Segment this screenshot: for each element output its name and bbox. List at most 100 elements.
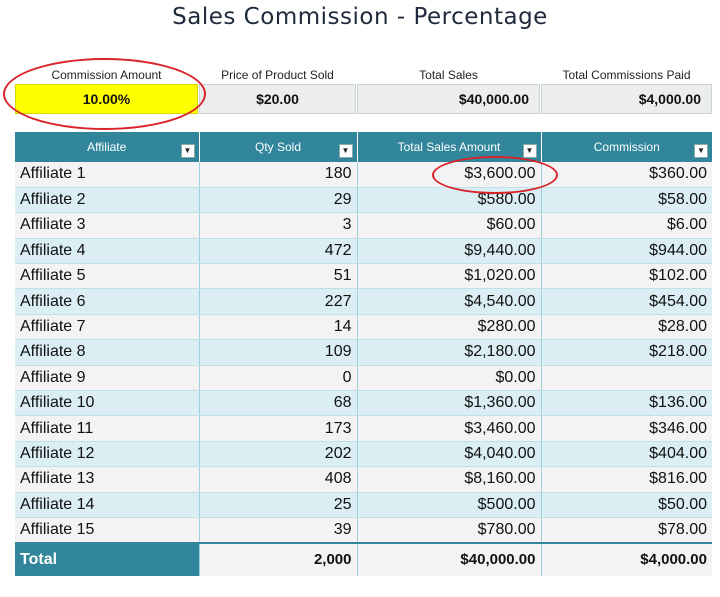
header-label: Commission xyxy=(593,140,660,154)
qty-sold-cell[interactable]: 408 xyxy=(199,466,358,493)
commission-cell[interactable]: $816.00 xyxy=(541,466,712,493)
table-row: Affiliate 13 408 $8,160.00 $816.00 xyxy=(15,466,712,493)
sales-amount-cell[interactable]: $0.00 xyxy=(357,365,542,392)
commission-cell[interactable]: $6.00 xyxy=(541,212,712,239)
affiliate-name-cell[interactable]: Affiliate 6 xyxy=(15,288,200,315)
commission-cell[interactable]: $50.00 xyxy=(541,492,712,518)
sales-amount-cell[interactable]: $1,360.00 xyxy=(357,390,542,417)
header-label: Total Sales Amount xyxy=(397,140,501,154)
total-commissions-label: Total Commissions Paid xyxy=(562,68,691,82)
commission-cell[interactable]: $454.00 xyxy=(541,288,712,315)
affiliate-name-cell[interactable]: Affiliate 11 xyxy=(15,415,200,442)
total-commissions-value[interactable]: $4,000.00 xyxy=(541,84,712,114)
commission-amount-cell: Commission Amount 10.00% xyxy=(15,64,198,116)
commission-cell[interactable]: $78.00 xyxy=(541,517,712,544)
affiliate-name-cell[interactable]: Affiliate 12 xyxy=(15,441,200,468)
commission-amount-input[interactable]: 10.00% xyxy=(15,84,198,114)
sales-amount-cell[interactable]: $3,600.00 xyxy=(357,162,542,188)
sales-amount-cell[interactable]: $4,540.00 xyxy=(357,288,542,315)
header-commission[interactable]: Commission ▼ xyxy=(541,132,712,162)
commission-cell[interactable]: $346.00 xyxy=(541,415,712,442)
affiliate-name-cell[interactable]: Affiliate 14 xyxy=(15,492,200,518)
affiliate-name-cell[interactable]: Affiliate 15 xyxy=(15,517,200,544)
affiliate-name-cell[interactable]: Affiliate 13 xyxy=(15,466,200,493)
filter-dropdown-icon[interactable]: ▼ xyxy=(338,144,353,158)
table-row: Affiliate 5 51 $1,020.00 $102.00 xyxy=(15,263,712,290)
qty-sold-cell[interactable]: 202 xyxy=(199,441,358,468)
total-sales-value[interactable]: $40,000.00 xyxy=(357,84,540,114)
affiliate-name-cell[interactable]: Affiliate 10 xyxy=(15,390,200,417)
qty-sold-cell[interactable]: 173 xyxy=(199,415,358,442)
totals-label[interactable]: Total xyxy=(15,541,200,576)
qty-sold-cell[interactable]: 14 xyxy=(199,314,358,341)
qty-sold-cell[interactable]: 68 xyxy=(199,390,358,417)
header-affiliate[interactable]: Affiliate ▼ xyxy=(15,132,200,162)
commission-amount-label: Commission Amount xyxy=(51,68,162,82)
totals-commission[interactable]: $4,000.00 xyxy=(541,541,712,576)
qty-sold-cell[interactable]: 29 xyxy=(199,187,358,214)
table-row: Affiliate 9 0 $0.00 xyxy=(15,365,712,392)
table-row: Affiliate 12 202 $4,040.00 $404.00 xyxy=(15,441,712,468)
table-body: Affiliate 1 180 $3,600.00 $360.00 Affiliate … xyxy=(15,162,712,544)
sales-amount-cell[interactable]: $60.00 xyxy=(357,212,542,239)
qty-sold-cell[interactable]: 3 xyxy=(199,212,358,239)
sales-amount-cell[interactable]: $500.00 xyxy=(357,492,542,518)
table-header-row: Affiliate ▼ Qty Sold ▼ Total Sales Amount ▼… xyxy=(15,132,712,162)
qty-sold-cell[interactable]: 109 xyxy=(199,339,358,366)
sales-amount-cell[interactable]: $580.00 xyxy=(357,187,542,214)
qty-sold-cell[interactable]: 0 xyxy=(199,365,358,392)
qty-sold-cell[interactable]: 39 xyxy=(199,517,358,544)
affiliate-name-cell[interactable]: Affiliate 1 xyxy=(15,162,200,188)
affiliate-name-cell[interactable]: Affiliate 2 xyxy=(15,187,200,214)
filter-dropdown-icon[interactable]: ▼ xyxy=(694,144,708,158)
table-row: Affiliate 8 109 $2,180.00 $218.00 xyxy=(15,339,712,366)
table-row: Affiliate 7 14 $280.00 $28.00 xyxy=(15,314,712,341)
sales-amount-cell[interactable]: $9,440.00 xyxy=(357,238,542,265)
qty-sold-cell[interactable]: 472 xyxy=(199,238,358,265)
affiliate-name-cell[interactable]: Affiliate 7 xyxy=(15,314,200,341)
header-label: Affiliate xyxy=(87,140,127,154)
affiliate-name-cell[interactable]: Affiliate 4 xyxy=(15,238,200,265)
sales-amount-cell[interactable]: $4,040.00 xyxy=(357,441,542,468)
commission-cell[interactable]: $28.00 xyxy=(541,314,712,341)
affiliate-name-cell[interactable]: Affiliate 5 xyxy=(15,263,200,290)
affiliate-name-cell[interactable]: Affiliate 8 xyxy=(15,339,200,366)
table-row: Affiliate 4 472 $9,440.00 $944.00 xyxy=(15,238,712,265)
sales-amount-cell[interactable]: $8,160.00 xyxy=(357,466,542,493)
commission-cell[interactable]: $360.00 xyxy=(541,162,712,188)
sales-amount-cell[interactable]: $280.00 xyxy=(357,314,542,341)
commission-cell[interactable]: $944.00 xyxy=(541,238,712,265)
commission-cell[interactable]: $136.00 xyxy=(541,390,712,417)
table-row: Affiliate 6 227 $4,540.00 $454.00 xyxy=(15,288,712,315)
filter-dropdown-icon[interactable]: ▼ xyxy=(180,144,195,158)
commission-cell[interactable]: $102.00 xyxy=(541,263,712,290)
filter-dropdown-icon[interactable]: ▼ xyxy=(522,144,537,158)
price-of-product-input[interactable]: $20.00 xyxy=(199,84,356,114)
sales-amount-cell[interactable]: $3,460.00 xyxy=(357,415,542,442)
table-row: Affiliate 1 180 $3,600.00 $360.00 xyxy=(15,162,712,188)
commission-cell[interactable]: $404.00 xyxy=(541,441,712,468)
sales-amount-cell[interactable]: $780.00 xyxy=(357,517,542,544)
commission-cell[interactable]: $218.00 xyxy=(541,339,712,366)
total-sales-cell: Total Sales $40,000.00 xyxy=(357,64,540,116)
qty-sold-cell[interactable]: 25 xyxy=(199,492,358,518)
commission-cell[interactable]: $58.00 xyxy=(541,187,712,214)
table-row: Affiliate 14 25 $500.00 $50.00 xyxy=(15,492,712,518)
totals-sales-amount[interactable]: $40,000.00 xyxy=(357,541,542,576)
qty-sold-cell[interactable]: 227 xyxy=(199,288,358,315)
sales-amount-cell[interactable]: $1,020.00 xyxy=(357,263,542,290)
price-of-product-cell: Price of Product Sold $20.00 xyxy=(199,64,356,116)
header-total-sales-amount[interactable]: Total Sales Amount ▼ xyxy=(357,132,542,162)
price-of-product-label: Price of Product Sold xyxy=(221,68,334,82)
header-qty-sold[interactable]: Qty Sold ▼ xyxy=(199,132,358,162)
totals-qty-sold[interactable]: 2,000 xyxy=(199,541,358,576)
totals-row: Total 2,000 $40,000.00 $4,000.00 xyxy=(15,541,712,576)
sales-amount-cell[interactable]: $2,180.00 xyxy=(357,339,542,366)
table-row: Affiliate 15 39 $780.00 $78.00 xyxy=(15,517,712,544)
qty-sold-cell[interactable]: 180 xyxy=(199,162,358,188)
affiliate-name-cell[interactable]: Affiliate 9 xyxy=(15,365,200,392)
affiliate-name-cell[interactable]: Affiliate 3 xyxy=(15,212,200,239)
qty-sold-cell[interactable]: 51 xyxy=(199,263,358,290)
table-row: Affiliate 2 29 $580.00 $58.00 xyxy=(15,187,712,214)
commission-cell[interactable] xyxy=(541,365,712,392)
